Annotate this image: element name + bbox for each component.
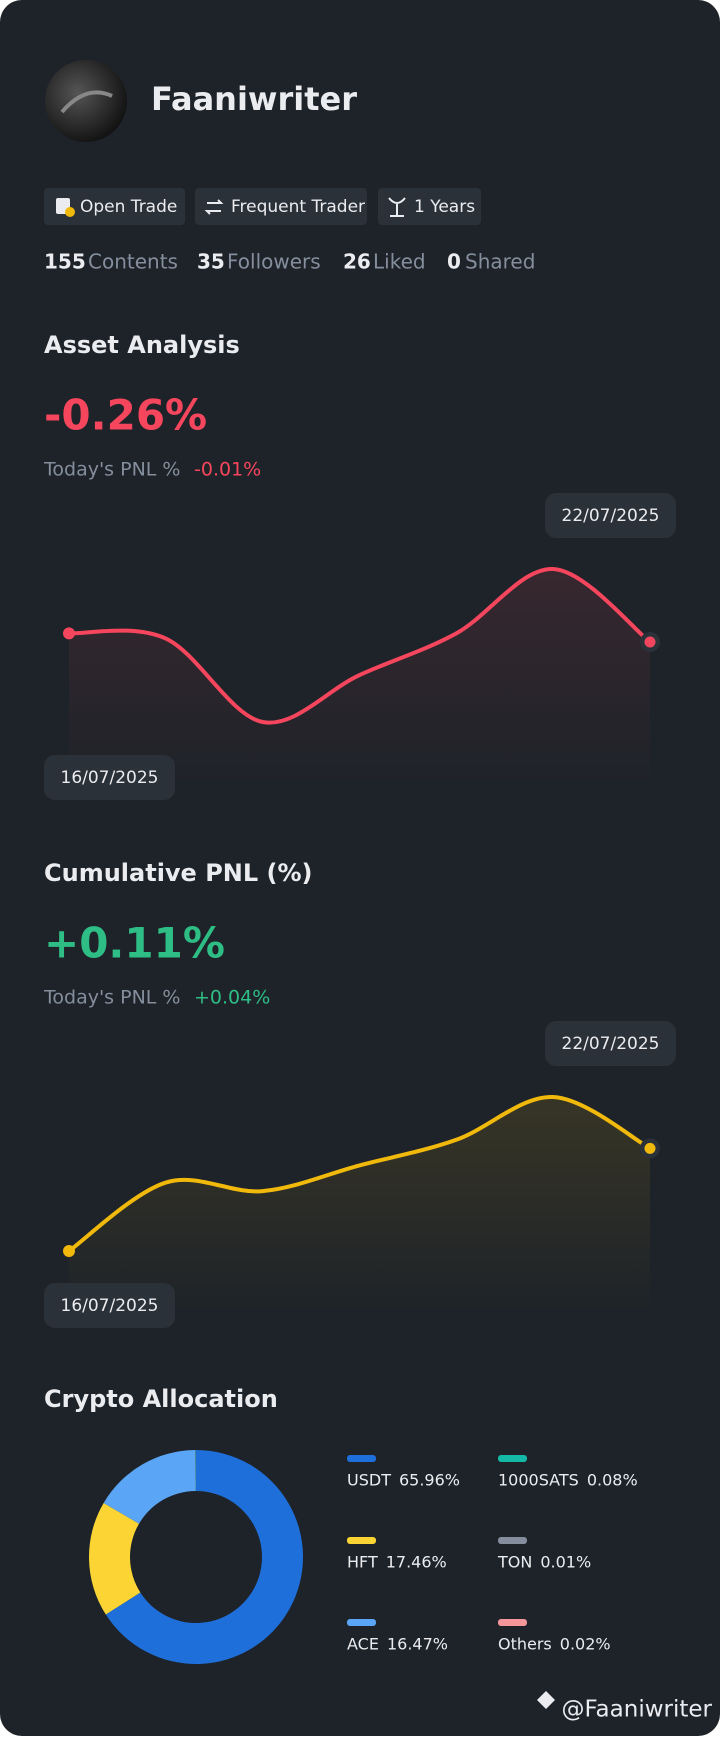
pnl-value: +0.04%	[194, 987, 270, 1009]
pnl-label: Today's PNL %	[43, 459, 180, 481]
legend-value: 16.47%	[387, 1635, 448, 1654]
legend-name: 1000SATS	[498, 1471, 579, 1490]
legend-value: 65.96%	[399, 1471, 460, 1490]
pnl-value: -0.01%	[194, 459, 261, 481]
username: Faaniwriter	[151, 80, 357, 118]
legend-name: Others	[498, 1635, 552, 1654]
section-title: Crypto Allocation	[44, 1385, 278, 1413]
headline: -0.26%	[44, 391, 207, 440]
section-title: Asset Analysis	[44, 331, 240, 359]
stat-count: 155	[44, 250, 86, 274]
legend-swatch	[498, 1455, 527, 1462]
legend-swatch	[347, 1537, 376, 1544]
legend-swatch	[347, 1455, 376, 1462]
start-dot	[63, 627, 75, 639]
tag-icon	[65, 207, 75, 217]
pnl-label: Today's PNL %	[43, 987, 180, 1009]
tag-label: Frequent Trader	[231, 197, 365, 217]
legend-value: 0.02%	[560, 1635, 611, 1654]
date-label: 22/07/2025	[562, 1034, 660, 1054]
legend-swatch	[347, 1619, 376, 1626]
date-label: 22/07/2025	[562, 506, 660, 526]
end-dot	[645, 1143, 656, 1154]
legend-value: 0.01%	[540, 1553, 591, 1572]
legend-name: TON	[497, 1553, 532, 1572]
legend-value: 17.46%	[386, 1553, 447, 1572]
end-dot	[645, 637, 656, 648]
legend-name: ACE	[347, 1635, 379, 1654]
stat-label: Followers	[227, 250, 321, 274]
stat-label: Contents	[88, 250, 178, 274]
date-label: 16/07/2025	[61, 1296, 159, 1316]
stat-label: Liked	[373, 250, 426, 274]
avatar[interactable]	[45, 60, 127, 142]
start-dot	[63, 1245, 75, 1257]
legend-swatch	[498, 1619, 527, 1626]
stat-label: Shared	[465, 250, 535, 274]
tag-label: 1 Years	[414, 197, 475, 217]
legend-value: 0.08%	[587, 1471, 638, 1490]
section-title: Cumulative PNL (%)	[44, 859, 313, 887]
legend-name: HFT	[347, 1553, 378, 1572]
stat-count: 26	[343, 250, 371, 274]
tag-label: Open Trade	[80, 197, 177, 217]
headline: +0.11%	[44, 919, 225, 968]
legend-swatch	[498, 1537, 527, 1544]
stat-count: 0	[447, 250, 461, 274]
stat-count: 35	[197, 250, 225, 274]
legend-name: USDT	[347, 1471, 391, 1490]
watermark: @Faaniwriter	[561, 1697, 712, 1723]
date-label: 16/07/2025	[61, 768, 159, 788]
